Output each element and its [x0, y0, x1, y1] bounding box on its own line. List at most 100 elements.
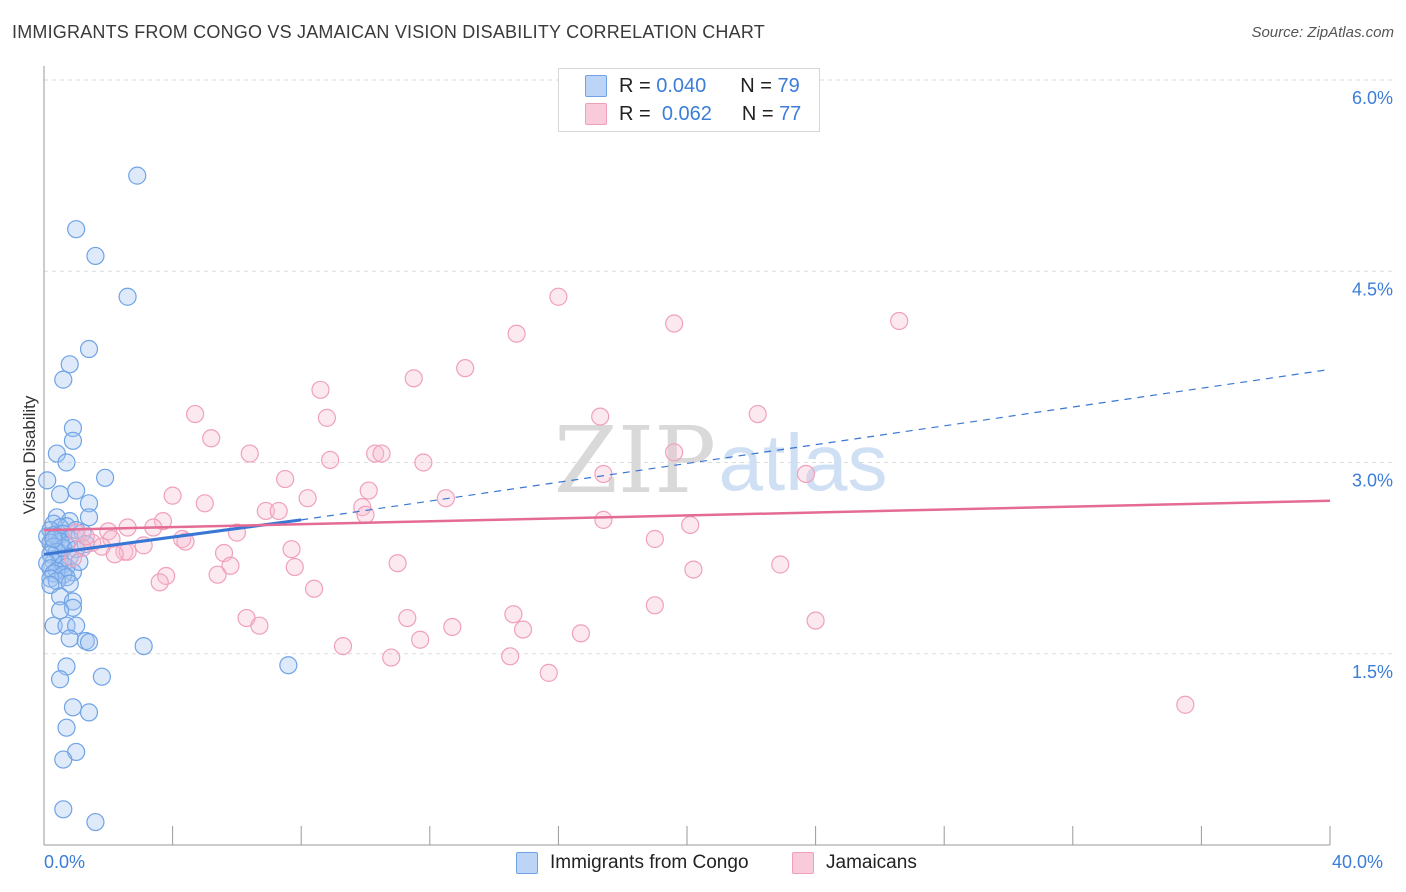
congo-point [79, 339, 99, 359]
jamaican-point [1176, 695, 1195, 714]
congo-point [60, 574, 79, 593]
jamaican-point [186, 404, 205, 424]
congo-point [60, 629, 79, 648]
x-tick-label-min: 0.0% [44, 852, 86, 872]
jamaican-point [359, 481, 378, 500]
jamaican-point [202, 429, 221, 448]
legend-item-jamaicans[interactable]: Jamaicans [792, 852, 917, 874]
congo-point [79, 633, 99, 652]
jamaican-point [571, 624, 591, 643]
congo-point [134, 636, 153, 656]
jamaican-point [507, 324, 526, 343]
legend-r-label: R = [619, 74, 651, 97]
jamaican-point [806, 611, 825, 630]
jamaican-point [240, 444, 259, 463]
congo-point [54, 750, 73, 769]
legend-r-value: 0.062 [661, 102, 712, 125]
jamaican-point [256, 501, 275, 521]
jamaican-point [398, 608, 417, 628]
congo-point [57, 718, 76, 737]
x-tick-label-max: 40.0% [1332, 852, 1384, 872]
congo-point [50, 601, 70, 620]
jamaican-point [665, 314, 684, 333]
congo-point [63, 592, 83, 611]
legend-row-congo: R = 0.040 N = 79 [585, 73, 800, 99]
jamaican-point [276, 469, 295, 489]
jamaican-point [298, 489, 317, 508]
jamaican-point [388, 554, 407, 573]
congo-point [67, 220, 86, 239]
congo-point [92, 667, 111, 686]
legend-r-value: 0.040 [656, 74, 707, 97]
jamaican-point [513, 620, 533, 639]
jamaicans-trend-line [43, 499, 1331, 532]
jamaican-point [269, 501, 288, 521]
jamaican-point [594, 464, 613, 484]
jamaican-point [681, 515, 700, 535]
congo-point [60, 355, 79, 374]
legend-n-value: 77 [779, 102, 802, 125]
legend-item-congo[interactable]: Immigrants from Congo [516, 852, 749, 874]
y-tick-labels: 1.5% 3.0% 4.5% 6.0% [1352, 88, 1393, 682]
gridlines [44, 79, 1394, 655]
jamaican-point [195, 494, 214, 513]
jamaican-point [208, 565, 227, 584]
jamaican-point [796, 464, 816, 484]
watermark-atlas: atlas [719, 418, 888, 507]
jamaican-point [456, 359, 475, 378]
jamaican-point [311, 380, 330, 399]
source-label: Source: ZipAtlas.com [1251, 24, 1394, 41]
jamaican-point [404, 369, 423, 388]
jamaican-point [366, 444, 385, 463]
jamaican-point [250, 616, 269, 635]
jamaican-point [771, 555, 790, 574]
jamaican-point [501, 647, 520, 666]
legend-swatch-jamaicans [792, 852, 814, 874]
congo-point [63, 698, 83, 717]
congo-point [86, 246, 105, 266]
congo-point [57, 453, 76, 472]
correlation-legend: R = 0.040 N = 79 R = 0.062 N = 77 [558, 68, 820, 132]
jamaican-point [591, 407, 610, 426]
congo-point [54, 370, 73, 389]
congo-point [67, 481, 86, 500]
legend-row-jamaicans: R = 0.062 N = 77 [585, 101, 801, 127]
legend-r-label: R = [619, 102, 651, 125]
congo-point [128, 166, 147, 185]
congo-point [44, 529, 63, 549]
chart-title: IMMIGRANTS FROM CONGO VS JAMAICAN VISION… [12, 22, 765, 42]
congo-point [95, 468, 115, 487]
series-legend: Immigrants from Congo Jamaicans [0, 850, 1406, 878]
congo-point [50, 485, 70, 504]
jamaican-point [890, 311, 909, 331]
legend-n-label: N = [740, 74, 772, 97]
jamaican-point [221, 556, 240, 575]
congo-point [44, 616, 63, 635]
jamaican-point [645, 529, 664, 549]
congo-point [38, 471, 57, 490]
axes [43, 66, 1331, 846]
jamaican-point [153, 512, 173, 531]
jamaican-point [382, 648, 401, 667]
jamaican-point [321, 450, 340, 470]
congo-point [79, 494, 99, 513]
y-tick-label: 3.0% [1352, 471, 1393, 491]
jamaican-point [684, 560, 703, 579]
y-tick-label: 6.0% [1352, 88, 1393, 108]
jamaican-point [304, 579, 324, 598]
jamaican-point [665, 443, 684, 462]
jamaican-point [333, 636, 353, 656]
legend-label-jamaicans: Jamaicans [826, 852, 917, 873]
congo-point [279, 656, 298, 675]
legend-n-label: N = [741, 102, 774, 125]
legend-swatch-congo [585, 75, 607, 97]
congo-point [63, 418, 83, 438]
jamaican-point [748, 404, 767, 424]
congo-trend-dashed [301, 368, 1331, 521]
y-tick-label: 4.5% [1352, 279, 1393, 299]
jamaican-point [372, 444, 391, 463]
jamaican-point [282, 540, 301, 559]
jamaican-point [356, 505, 375, 524]
legend-swatch-jamaicans [585, 103, 607, 125]
